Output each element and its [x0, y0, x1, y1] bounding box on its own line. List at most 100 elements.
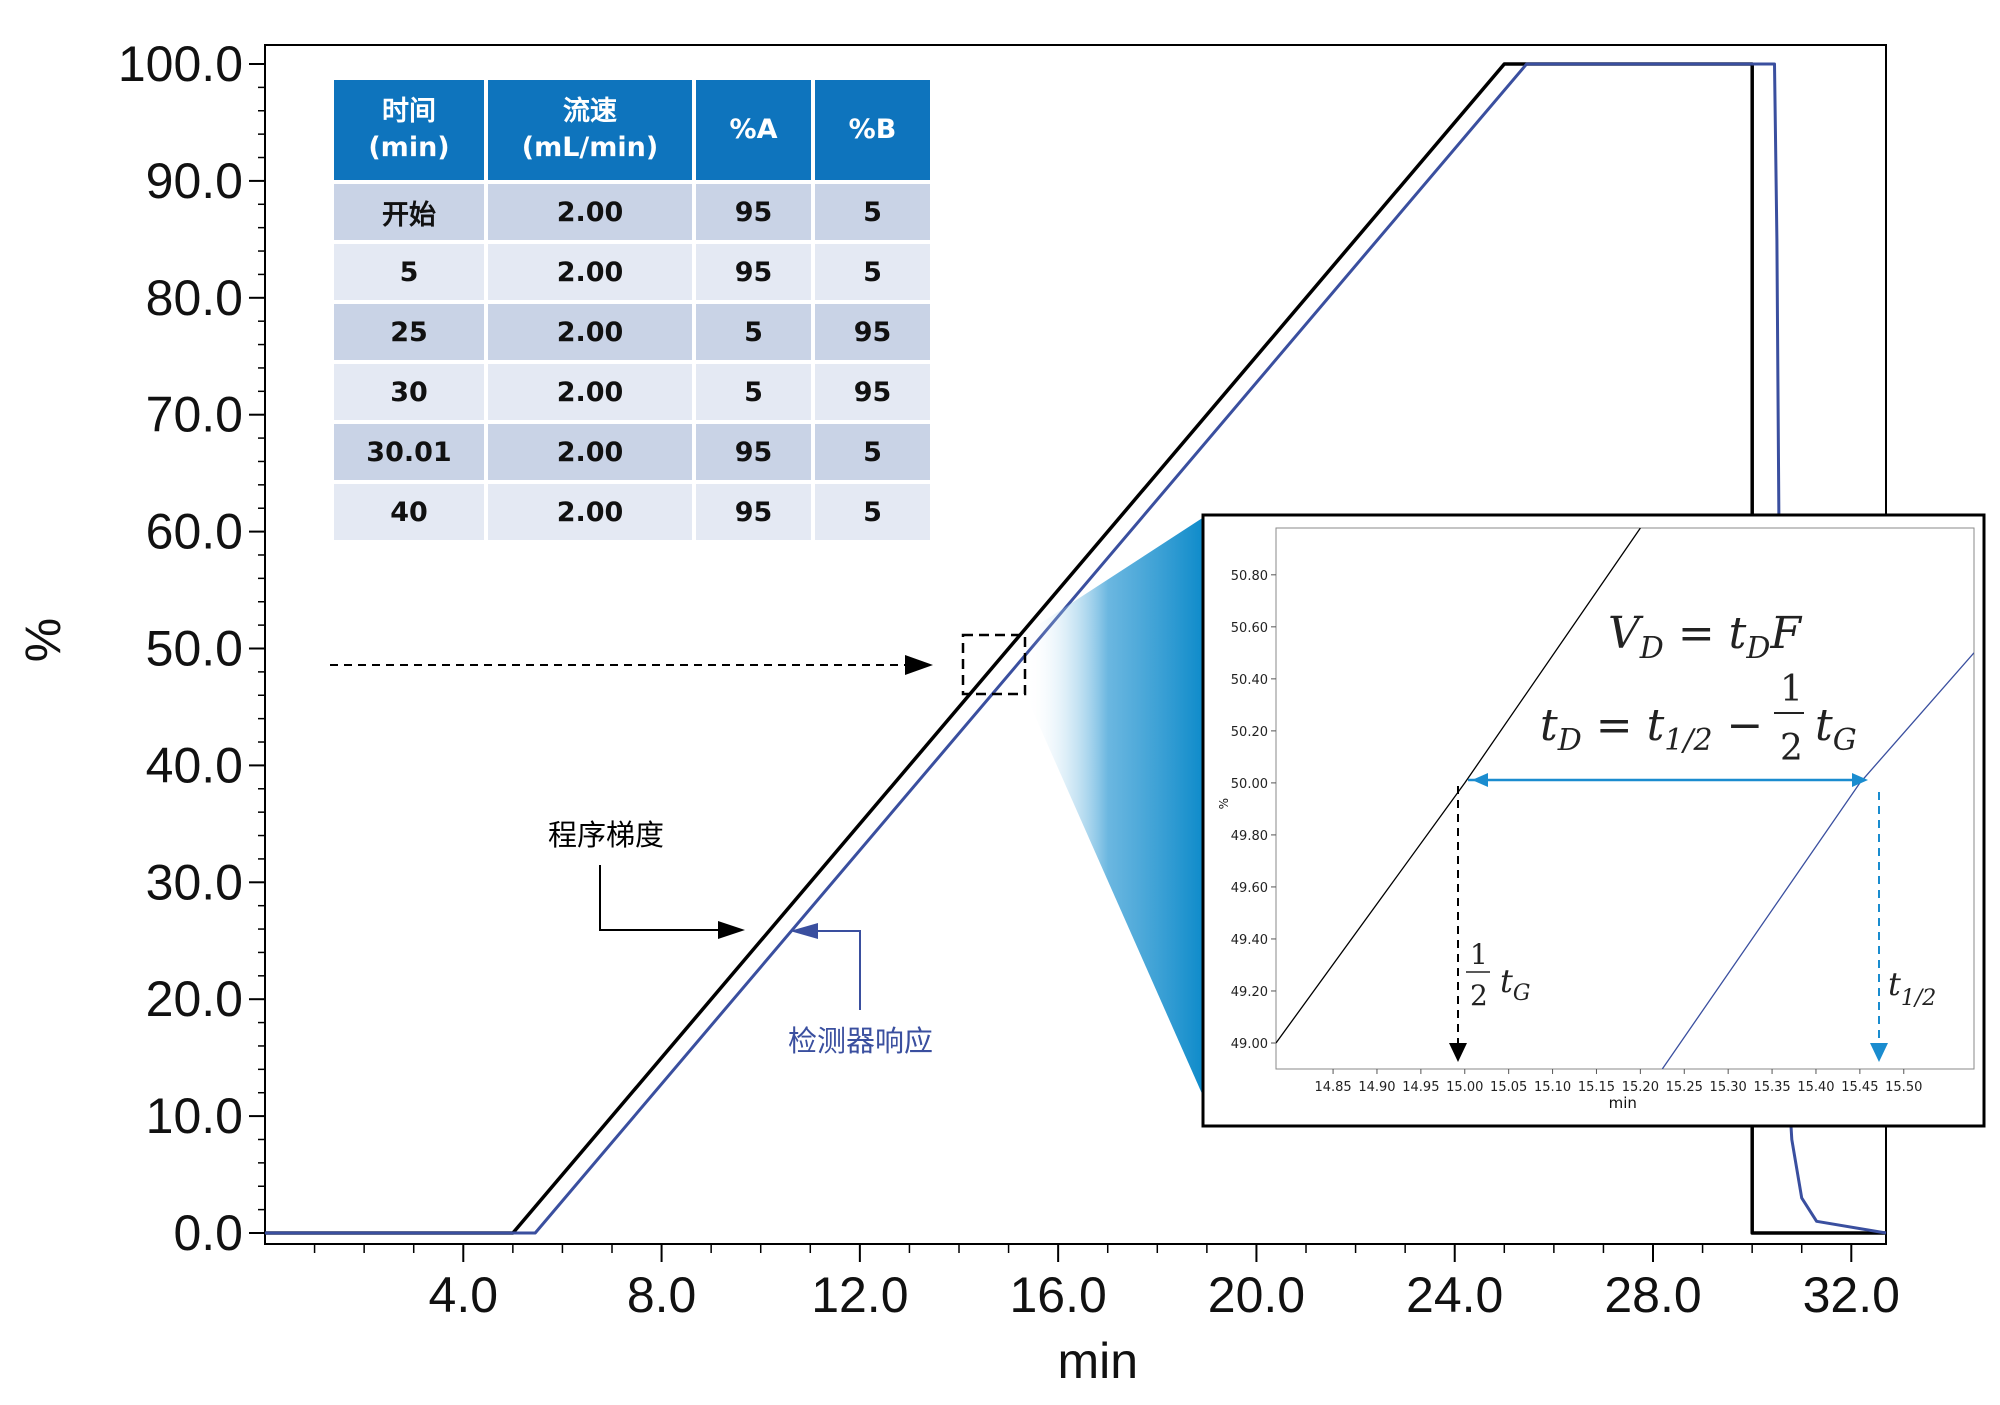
zoom-projection [1027, 515, 1207, 1105]
inset-frame [1201, 513, 1986, 1128]
inset-y-tick-label: 49.80 [1231, 829, 1268, 844]
header-percent-a: %A [696, 80, 811, 180]
x-axis-label: min [1058, 1333, 1139, 1389]
inset-x-tick-label: 15.25 [1666, 1080, 1703, 1095]
cell-b: 5 [815, 244, 930, 300]
header-flow: 流速 (mL/min) [488, 80, 692, 180]
inset-x-tick-label: 15.10 [1534, 1080, 1571, 1095]
table-row: 5 2.00 95 5 [334, 244, 930, 300]
zoom-wedge [1027, 515, 1207, 1105]
header-time-line2: (min) [368, 132, 450, 163]
inset-y-tick-label: 50.20 [1231, 725, 1268, 740]
cell-flow: 2.00 [488, 424, 692, 480]
y-tick-label: 0.0 [173, 1205, 243, 1261]
program-label-arrowhead [718, 921, 745, 939]
cell-b: 5 [815, 484, 930, 540]
inset-y-tick-label: 50.00 [1231, 777, 1268, 792]
x-tick-label: 16.0 [1009, 1267, 1106, 1323]
cell-a: 95 [696, 484, 811, 540]
zoom-box [961, 633, 1027, 696]
program-label-leader [599, 865, 730, 931]
y-tick-label: 10.0 [146, 1088, 243, 1144]
table-row: 30.01 2.00 95 5 [334, 424, 930, 480]
inset-x-tick-label: 14.85 [1314, 1080, 1351, 1095]
main-axis-text: 0.0 10.0 20.0 30.0 40.0 50.0 60.0 70.0 80.0 90.0 1… [15, 36, 1900, 1389]
t-d-arrowhead-left [1472, 773, 1488, 787]
y-tick-label: 80.0 [146, 270, 243, 326]
y-tick-label: 60.0 [146, 504, 243, 560]
formula-half-num: 1 [1780, 669, 1803, 710]
header-time-line1: 时间 [382, 96, 436, 127]
inset-y-tick-label: 49.60 [1231, 881, 1268, 896]
cell-time: 开始 [334, 184, 484, 240]
cell-a: 95 [696, 184, 811, 240]
half-tg-num: 1 [1470, 938, 1488, 971]
t-d-arrowhead-right [1852, 773, 1868, 787]
inset-axis-ticks [1271, 574, 1905, 1074]
cell-time: 25 [334, 304, 484, 360]
formula-half-den: 2 [1780, 728, 1803, 769]
header-percent-b: %B [815, 80, 930, 180]
programmed-gradient-label: 程序梯度 [548, 818, 665, 852]
y-tick-label: 40.0 [146, 737, 243, 793]
y-tick-label: 30.0 [146, 854, 243, 910]
inset-plot-border [1275, 527, 1975, 1070]
formula-vd: VD = tDF [1608, 608, 1802, 666]
y-axis-label: % [15, 618, 71, 662]
zoom-inset: 49.00 49.20 49.40 49.60 49.80 50.00 50.20 50.40… [1201, 513, 1986, 1128]
cell-a: 95 [696, 244, 811, 300]
inset-y-tick-label: 49.20 [1231, 985, 1268, 1000]
cell-b: 95 [815, 364, 930, 420]
x-tick-label: 8.0 [627, 1267, 697, 1323]
detector-label-leader [810, 930, 861, 1010]
y-tick-label: 90.0 [146, 153, 243, 209]
cell-a: 95 [696, 424, 811, 480]
inset-x-tick-label: 15.30 [1710, 1080, 1747, 1095]
inset-y-tick-label: 49.40 [1231, 933, 1268, 948]
x-tick-label: 24.0 [1406, 1267, 1503, 1323]
inset-x-tick-label: 15.45 [1841, 1080, 1878, 1095]
inset-x-tick-label: 15.50 [1885, 1080, 1922, 1095]
gradient-table: 时间 (min) 流速 (mL/min) %A %B 开始 2.00 95 5 5 … [330, 76, 934, 544]
inset-x-tick-label: 15.40 [1797, 1080, 1834, 1095]
inset-x-tick-label: 14.95 [1402, 1080, 1439, 1095]
cell-flow: 2.00 [488, 364, 692, 420]
table-row: 开始 2.00 95 5 [334, 184, 930, 240]
main-annotations [330, 633, 1027, 1010]
cell-a: 5 [696, 364, 811, 420]
t-half-arrowhead [1870, 1043, 1888, 1062]
detector-label-arrowhead [790, 923, 818, 939]
inset-x-axis-label: min [1609, 1094, 1637, 1112]
y-tick-label: 70.0 [146, 387, 243, 443]
header-flow-line2: (mL/min) [521, 132, 659, 163]
x-tick-label: 28.0 [1604, 1267, 1701, 1323]
cell-b: 5 [815, 424, 930, 480]
header-time: 时间 (min) [334, 80, 484, 180]
main-axis-ticks [249, 63, 1853, 1262]
table-row: 30 2.00 5 95 [334, 364, 930, 420]
cell-time: 30.01 [334, 424, 484, 480]
cell-flow: 2.00 [488, 184, 692, 240]
cell-time: 40 [334, 484, 484, 540]
inset-x-tick-label: 15.20 [1622, 1080, 1659, 1095]
cell-b: 5 [815, 184, 930, 240]
inset-y-tick-label: 50.60 [1231, 621, 1268, 636]
x-tick-label: 32.0 [1803, 1267, 1900, 1323]
y-tick-label: 50.0 [146, 621, 243, 677]
inset-axis-text: 49.00 49.20 49.40 49.60 49.80 50.00 50.20 50.40… [1217, 569, 1922, 1112]
y-tick-label: 100.0 [118, 36, 243, 92]
x-tick-label: 4.0 [429, 1267, 499, 1323]
header-a-line1: %A [729, 114, 778, 145]
inset-y-tick-label: 50.40 [1231, 673, 1268, 688]
table-row: 25 2.00 5 95 [334, 304, 930, 360]
inset-annotations [1449, 773, 1888, 1062]
inset-x-tick-label: 15.00 [1446, 1080, 1483, 1095]
cell-time: 5 [334, 244, 484, 300]
inset-x-tick-label: 14.90 [1358, 1080, 1395, 1095]
cell-b: 95 [815, 304, 930, 360]
header-flow-line1: 流速 [563, 96, 617, 127]
y-tick-label: 20.0 [146, 971, 243, 1027]
cell-flow: 2.00 [488, 484, 692, 540]
cell-flow: 2.00 [488, 304, 692, 360]
